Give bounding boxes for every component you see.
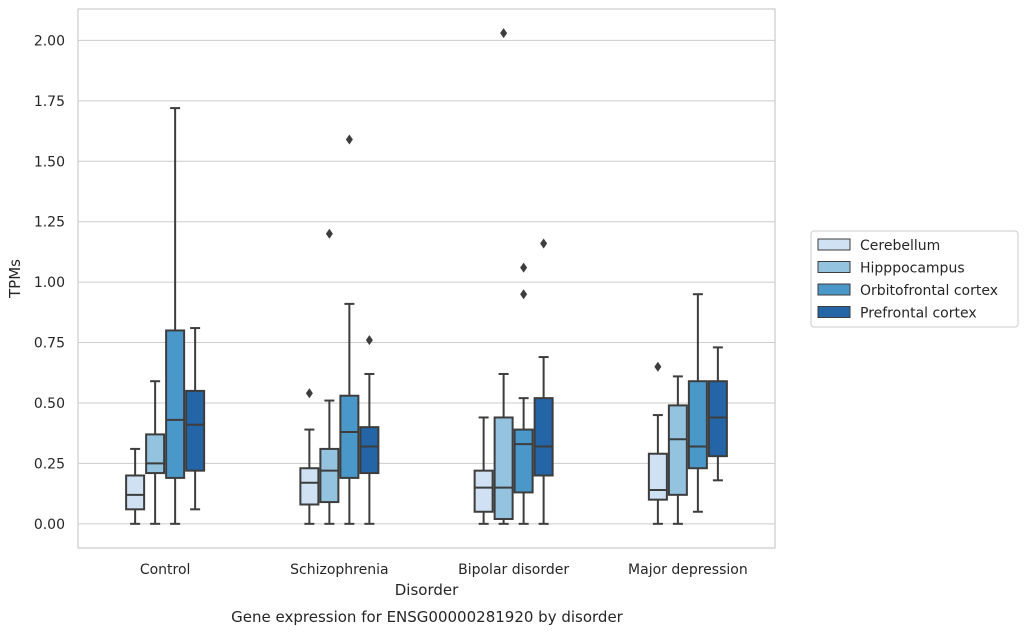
- y-tick-label: 1.25: [34, 215, 65, 231]
- x-tick-label: Control: [140, 562, 191, 578]
- x-axis-title: Disorder: [395, 581, 459, 599]
- plot-frame: [77, 8, 776, 549]
- box-orbitofrontal-cortex-major-depression: [687, 293, 708, 513]
- legend-label: Cerebellum: [860, 238, 940, 254]
- box-body: [687, 380, 708, 470]
- box-hipppocampus-control: [145, 380, 166, 525]
- box-cerebellum-schizophrenia: [299, 388, 320, 525]
- outlier-point: [520, 262, 528, 273]
- box-orbitofrontal-cortex-bipolar-disorder: [513, 262, 534, 525]
- y-axis-title: TPMs: [6, 259, 24, 299]
- outlier-point: [305, 388, 313, 399]
- y-tick-label: 1.00: [34, 275, 65, 291]
- box-cerebellum-control: [125, 447, 146, 525]
- box-prefrontal-cortex-major-depression: [707, 346, 728, 482]
- box-body: [359, 426, 380, 475]
- box-body: [185, 389, 206, 472]
- legend-swatch: [817, 238, 851, 251]
- box-body: [513, 428, 534, 494]
- box-prefrontal-cortex-control: [185, 327, 206, 511]
- x-tick-labels: Control Schizophrenia Bipolar disorder Majo…: [140, 562, 748, 578]
- box-body: [493, 416, 514, 520]
- legend-label: Orbitofrontal cortex: [860, 283, 998, 299]
- box-body: [339, 394, 360, 479]
- box-body: [299, 467, 320, 506]
- box-hipppocampus-major-depression: [667, 375, 688, 525]
- y-tick-labels: 0.00 0.25 0.50 0.75 1.00 1.25 1.50 1.75 2.00: [34, 33, 65, 532]
- box-body: [707, 380, 728, 458]
- x-tick-label: Bipolar disorder: [458, 562, 569, 578]
- legend-frame: [810, 230, 1019, 328]
- box-body: [667, 404, 688, 496]
- box-hipppocampus-schizophrenia: [319, 228, 340, 525]
- outlier-point: [540, 238, 548, 249]
- y-tick-label: 1.50: [34, 154, 65, 170]
- outlier-point: [654, 361, 662, 372]
- box-orbitofrontal-cortex-control: [165, 107, 186, 525]
- legend-swatch: [817, 261, 851, 273]
- y-tick-label: 1.75: [34, 94, 65, 110]
- box-cerebellum-major-depression: [647, 361, 668, 525]
- box-body: [165, 329, 186, 479]
- outlier-point: [345, 134, 353, 145]
- box-cerebellum-bipolar-disorder: [473, 416, 494, 525]
- y-tick-label: 0.75: [34, 336, 65, 352]
- y-tick-label: 0.25: [34, 456, 65, 472]
- legend-swatch: [817, 283, 851, 296]
- outlier-point: [500, 28, 508, 39]
- box-hipppocampus-bipolar-disorder: [493, 28, 514, 525]
- chart-caption: Gene expression for ENSG00000281920 by d…: [231, 608, 624, 626]
- legend-label: Hipppocampus: [860, 261, 965, 277]
- outlier-point: [325, 228, 333, 239]
- legend-label: Prefrontal cortex: [860, 306, 977, 322]
- legend: Cerebellum Hipppocampus Orbitofrontal cort…: [810, 230, 1019, 328]
- legend-swatch: [817, 306, 851, 318]
- box-prefrontal-cortex-schizophrenia: [359, 335, 380, 525]
- x-tick-label: Schizophrenia: [290, 562, 388, 578]
- box-body: [319, 447, 340, 504]
- box-body: [647, 452, 668, 501]
- x-tick-label: Major depression: [628, 562, 748, 578]
- outlier-point: [365, 335, 373, 346]
- box-body: [473, 469, 494, 513]
- box-body: [125, 474, 146, 511]
- box-layer: [125, 28, 728, 525]
- box-body: [145, 433, 166, 475]
- box-orbitofrontal-cortex-schizophrenia: [339, 134, 360, 525]
- box-prefrontal-cortex-bipolar-disorder: [533, 238, 554, 525]
- y-tick-label: 0.00: [34, 517, 65, 533]
- y-tick-label: 0.50: [34, 396, 65, 412]
- outlier-point: [520, 289, 528, 300]
- box-body: [533, 397, 554, 477]
- y-tick-label: 2.00: [34, 33, 65, 49]
